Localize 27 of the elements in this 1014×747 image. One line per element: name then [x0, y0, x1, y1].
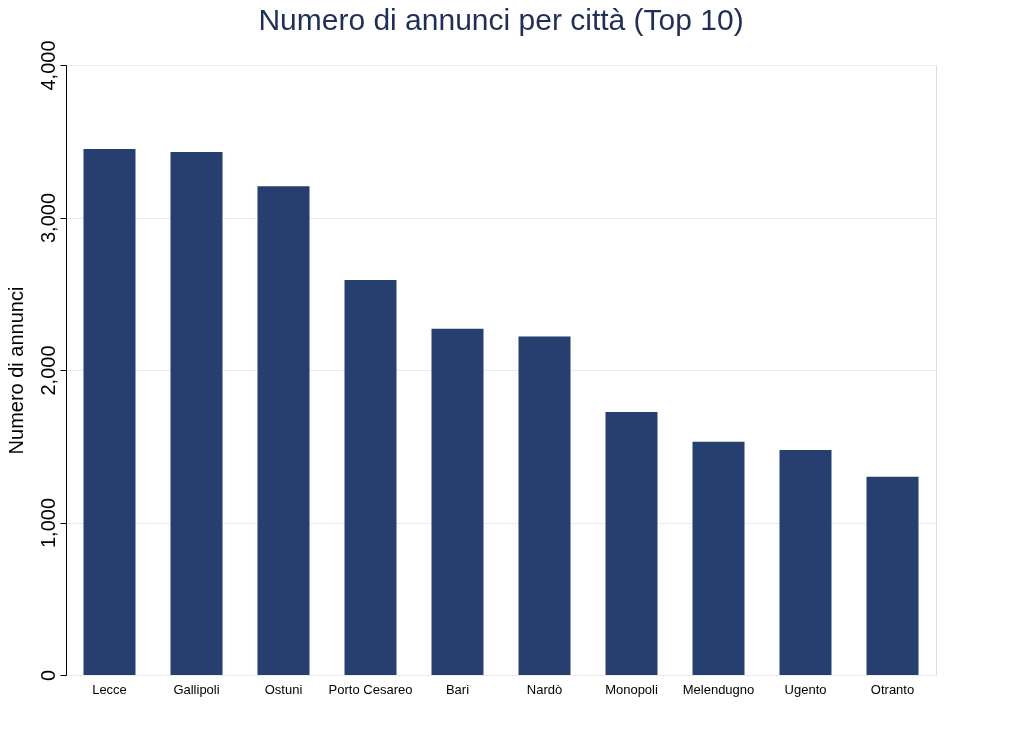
y-tick-label: 1,000 [36, 497, 59, 549]
chart-title: Numero di annunci per città (Top 10) [258, 2, 744, 36]
bar [83, 148, 136, 675]
x-tick-label: Bari [445, 681, 470, 697]
y-tick-label: 4,000 [36, 40, 59, 91]
x-tick-label: Monopoli [605, 681, 658, 697]
x-tick-label: Ugento [784, 681, 827, 697]
bar [866, 476, 919, 675]
bar [431, 328, 484, 675]
x-tick-label: Gallipoli [173, 681, 220, 697]
bar [257, 186, 310, 675]
x-tick-label: Melendugno [682, 681, 755, 697]
y-tick-label: 3,000 [36, 192, 59, 244]
y-axis-title: Numero di annunci [4, 286, 27, 455]
x-tick-label: Nardò [526, 681, 563, 697]
bar [170, 151, 223, 675]
bar [344, 280, 397, 675]
y-tick-label: 2,000 [36, 345, 59, 396]
x-tick-label: Porto Cesareo [328, 681, 413, 697]
x-tick-label: Otranto [870, 681, 915, 697]
bar [518, 336, 571, 675]
bar [779, 450, 832, 675]
x-tick-label: Ostuni [264, 681, 303, 697]
x-tick-label: Lecce [92, 681, 127, 697]
bar [692, 441, 745, 675]
bar [605, 411, 658, 675]
y-tick-label: 0 [36, 669, 59, 682]
